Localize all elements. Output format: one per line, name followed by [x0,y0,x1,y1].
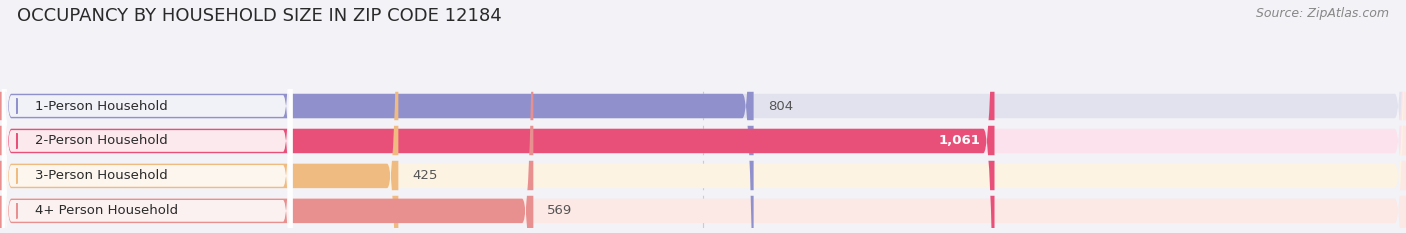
Text: OCCUPANCY BY HOUSEHOLD SIZE IN ZIP CODE 12184: OCCUPANCY BY HOUSEHOLD SIZE IN ZIP CODE … [17,7,502,25]
FancyBboxPatch shape [1,0,292,233]
FancyBboxPatch shape [0,0,994,233]
FancyBboxPatch shape [1,0,292,233]
Text: 4+ Person Household: 4+ Person Household [35,204,177,217]
Text: Source: ZipAtlas.com: Source: ZipAtlas.com [1256,7,1389,20]
Text: 804: 804 [768,99,793,113]
Text: 2-Person Household: 2-Person Household [35,134,167,147]
FancyBboxPatch shape [1,0,292,233]
Text: 569: 569 [547,204,572,217]
Text: 425: 425 [412,169,437,182]
Text: 1,061: 1,061 [939,134,980,147]
Text: 3-Person Household: 3-Person Household [35,169,167,182]
FancyBboxPatch shape [0,0,754,233]
Text: 1-Person Household: 1-Person Household [35,99,167,113]
FancyBboxPatch shape [1,0,292,233]
FancyBboxPatch shape [0,0,398,233]
FancyBboxPatch shape [0,0,533,233]
